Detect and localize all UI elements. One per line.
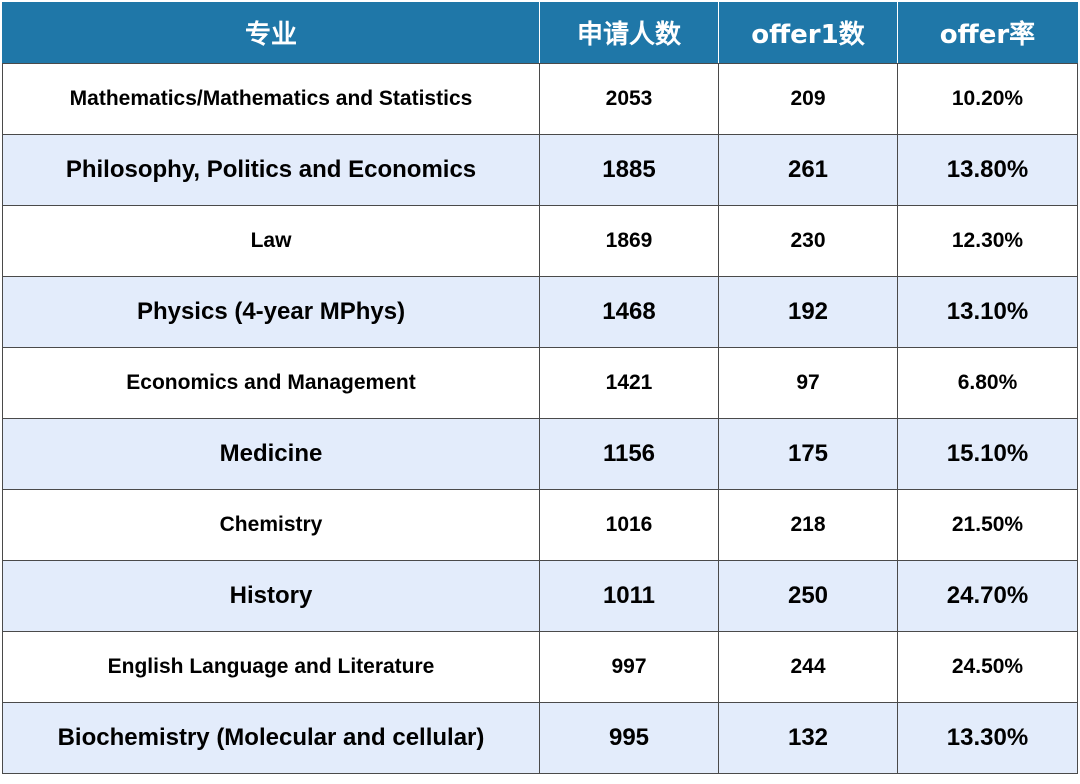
major-cell: Medicine [2, 418, 540, 490]
table-row: Law 1869 230 12.30% [2, 205, 1078, 277]
applicants-cell: 1016 [539, 489, 719, 561]
major-cell: English Language and Literature [2, 631, 540, 703]
table-row: History 1011 250 24.70% [2, 560, 1078, 632]
offers-cell: 230 [718, 205, 898, 277]
major-cell: Biochemistry (Molecular and cellular) [2, 702, 540, 774]
offers-cell: 244 [718, 631, 898, 703]
offer-rate-cell: 10.20% [897, 63, 1078, 135]
applicants-cell: 2053 [539, 63, 719, 135]
header-offer-rate[interactable]: offer率 [897, 2, 1078, 64]
offers-cell: 175 [718, 418, 898, 490]
table-row: Medicine 1156 175 15.10% [2, 418, 1078, 490]
major-cell: Chemistry [2, 489, 540, 561]
applicants-cell: 995 [539, 702, 719, 774]
table-row: Physics (4-year MPhys) 1468 192 13.10% [2, 276, 1078, 348]
table-row: Mathematics/Mathematics and Statistics 2… [2, 63, 1078, 135]
offer-rate-cell: 6.80% [897, 347, 1078, 419]
offers-cell: 192 [718, 276, 898, 348]
table-row: English Language and Literature 997 244 … [2, 631, 1078, 703]
applicants-cell: 1011 [539, 560, 719, 632]
offers-cell: 261 [718, 134, 898, 206]
offer-rate-cell: 12.30% [897, 205, 1078, 277]
offer-rate-cell: 13.10% [897, 276, 1078, 348]
offers-cell: 250 [718, 560, 898, 632]
applicants-cell: 1869 [539, 205, 719, 277]
offers-cell: 132 [718, 702, 898, 774]
applicants-cell: 1421 [539, 347, 719, 419]
table-row: Economics and Management 1421 97 6.80% [2, 347, 1078, 419]
offer-rate-cell: 13.80% [897, 134, 1078, 206]
applicants-cell: 1156 [539, 418, 719, 490]
major-cell: History [2, 560, 540, 632]
table-row: Biochemistry (Molecular and cellular) 99… [2, 702, 1078, 774]
header-major[interactable]: 专业 [2, 2, 540, 64]
offer-rate-cell: 21.50% [897, 489, 1078, 561]
offers-cell: 209 [718, 63, 898, 135]
offers-cell: 218 [718, 489, 898, 561]
table-row: Chemistry 1016 218 21.50% [2, 489, 1078, 561]
major-cell: Economics and Management [2, 347, 540, 419]
major-cell: Physics (4-year MPhys) [2, 276, 540, 348]
applicants-cell: 997 [539, 631, 719, 703]
table-header-row: 专业 申请人数 offer1数 offer率 [2, 2, 1078, 64]
offer-rate-cell: 15.10% [897, 418, 1078, 490]
offer-rate-cell: 24.70% [897, 560, 1078, 632]
applicants-cell: 1885 [539, 134, 719, 206]
major-cell: Law [2, 205, 540, 277]
offer-rate-cell: 24.50% [897, 631, 1078, 703]
applicants-cell: 1468 [539, 276, 719, 348]
major-cell: Philosophy, Politics and Economics [2, 134, 540, 206]
offer-rate-cell: 13.30% [897, 702, 1078, 774]
header-offers[interactable]: offer1数 [718, 2, 898, 64]
offers-cell: 97 [718, 347, 898, 419]
major-cell: Mathematics/Mathematics and Statistics [2, 63, 540, 135]
header-applicants[interactable]: 申请人数 [539, 2, 719, 64]
table-row: Philosophy, Politics and Economics 1885 … [2, 134, 1078, 206]
